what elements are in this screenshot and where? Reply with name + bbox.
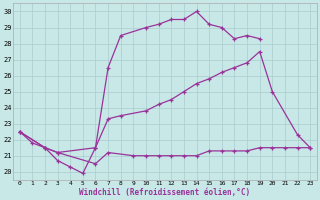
X-axis label: Windchill (Refroidissement éolien,°C): Windchill (Refroidissement éolien,°C) [79, 188, 251, 197]
